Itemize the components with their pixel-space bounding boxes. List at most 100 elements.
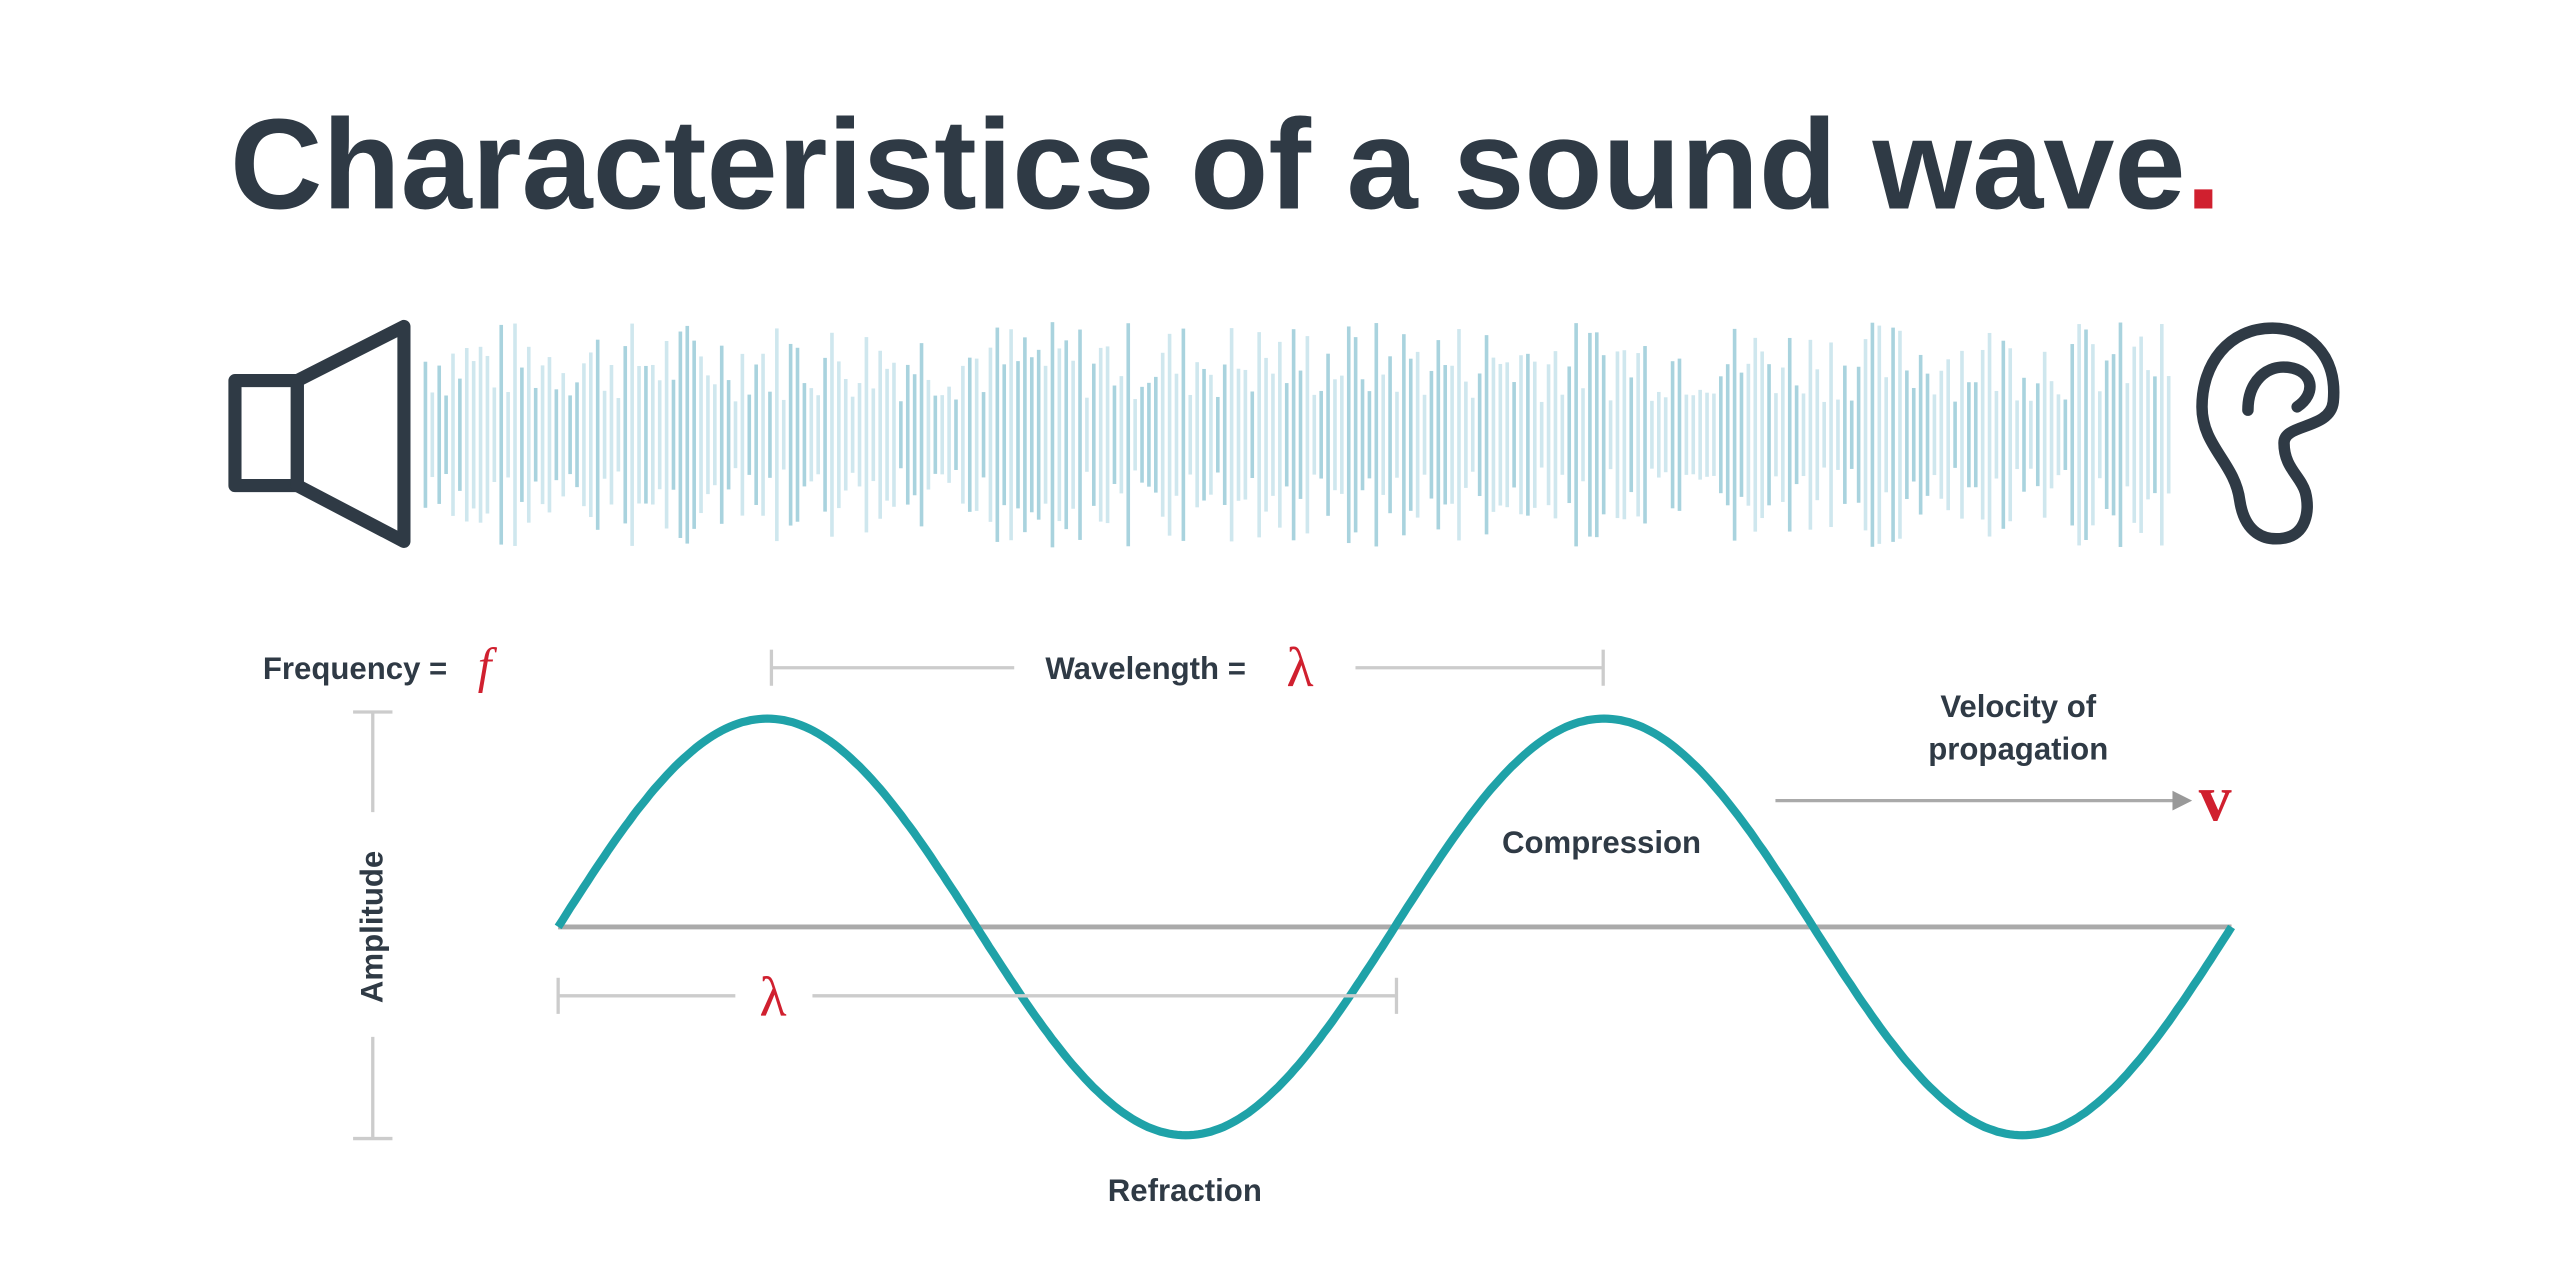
sound-bar xyxy=(1043,365,1048,504)
sound-bars xyxy=(423,322,2171,548)
sound-bar xyxy=(1553,351,1558,519)
sound-bar xyxy=(1298,370,1303,499)
sound-bar xyxy=(1505,362,1510,508)
wavelength-symbol: λ xyxy=(1287,637,1314,699)
sound-bar xyxy=(471,361,476,509)
sound-bar xyxy=(1526,353,1530,516)
sound-bar xyxy=(1333,379,1337,491)
sound-bar xyxy=(1374,323,1379,547)
sound-bar xyxy=(1877,325,1882,544)
sound-bar xyxy=(1994,390,1999,479)
speaker-icon xyxy=(228,319,411,548)
sound-bar xyxy=(1567,366,1572,504)
sound-bar xyxy=(747,394,752,475)
sound-bar xyxy=(1112,385,1117,484)
sound-bar xyxy=(506,392,510,478)
measure-lines xyxy=(353,649,2180,1141)
sound-bar xyxy=(1140,386,1144,483)
sound-bar xyxy=(1422,394,1427,475)
sound-bar xyxy=(1395,391,1399,478)
sound-bar xyxy=(878,350,882,519)
sound-bar xyxy=(1622,350,1627,520)
frequency-label: Frequency = xyxy=(263,651,447,686)
sound-bar xyxy=(561,373,566,497)
sound-bar xyxy=(1498,363,1503,506)
sound-bar xyxy=(609,364,614,505)
sound-bar xyxy=(912,374,917,496)
sound-bar xyxy=(1629,377,1634,493)
sound-bar xyxy=(988,347,993,522)
sound-bar xyxy=(2153,376,2157,494)
sound-bar xyxy=(1856,366,1861,503)
sound-bar xyxy=(657,380,662,490)
sound-bar xyxy=(1787,337,1792,532)
sound-bar xyxy=(699,356,703,514)
sound-bar xyxy=(795,347,800,522)
sound-bar xyxy=(1760,351,1764,519)
sound-bar xyxy=(630,323,634,546)
sound-bar xyxy=(733,401,738,469)
sound-bar xyxy=(664,340,669,529)
sound-bar xyxy=(2063,399,2068,470)
sound-bar xyxy=(1574,323,1578,547)
sound-bar xyxy=(1477,373,1482,497)
sound-bar xyxy=(740,353,745,516)
sound-bar xyxy=(1684,394,1689,475)
sound-bar xyxy=(2035,383,2040,487)
sound-bar xyxy=(2001,340,2006,529)
sound-bar xyxy=(947,386,951,483)
sound-bar xyxy=(1353,337,1358,533)
sound-bar xyxy=(1601,355,1606,515)
sound-bar xyxy=(1732,328,1737,541)
sound-bar xyxy=(1222,364,1227,505)
sound-bar xyxy=(1987,332,1992,537)
sound-bar xyxy=(1009,329,1013,541)
sound-bar xyxy=(1870,322,1875,547)
sound-bar xyxy=(1546,364,1551,506)
sound-bar xyxy=(1457,329,1461,541)
sound-bar xyxy=(1670,361,1675,509)
sound-bar xyxy=(1539,401,1544,468)
sound-bar xyxy=(547,357,552,513)
sound-bar xyxy=(2104,360,2109,509)
sound-bar xyxy=(1698,389,1702,480)
sound-bar xyxy=(1705,392,1709,477)
sound-bar xyxy=(816,395,820,475)
sound-bar xyxy=(933,395,938,474)
sound-bar xyxy=(768,391,772,478)
sound-bar xyxy=(616,398,621,472)
sound-bar xyxy=(1753,337,1758,532)
title: Characteristics of a sound wave. xyxy=(230,93,2221,236)
sound-bar xyxy=(1057,348,1062,522)
sound-bar xyxy=(809,388,814,482)
sound-bar xyxy=(1898,330,1902,539)
sound-bar xyxy=(678,331,683,538)
sound-bar xyxy=(1774,393,1778,477)
sound-bar xyxy=(2015,400,2019,470)
sound-bar xyxy=(1312,394,1317,475)
sound-bar xyxy=(478,346,483,523)
sound-bar xyxy=(1519,355,1523,515)
sound-bar xyxy=(967,357,972,512)
sound-bar xyxy=(1973,382,1978,488)
sound-bar xyxy=(954,399,958,470)
sound-bar xyxy=(2091,344,2095,526)
sound-bar xyxy=(2146,370,2150,500)
sound-bar xyxy=(1319,390,1323,479)
sound-bar xyxy=(1932,394,1937,476)
sound-bar xyxy=(1712,393,1716,476)
sound-bar xyxy=(1794,385,1799,485)
sound-bar xyxy=(926,379,931,490)
sound-bar xyxy=(1980,349,1985,520)
sound-bar xyxy=(1663,397,1668,473)
refraction-label: Refraction xyxy=(1108,1173,1262,1208)
sound-bar xyxy=(1643,346,1647,524)
sound-bar xyxy=(2049,381,2054,489)
sound-bar xyxy=(802,383,807,487)
sound-bar xyxy=(885,368,889,501)
sound-bar xyxy=(2029,400,2033,469)
sound-bar xyxy=(1360,379,1365,491)
sound-bar xyxy=(775,328,779,542)
sound-bar xyxy=(706,375,710,495)
